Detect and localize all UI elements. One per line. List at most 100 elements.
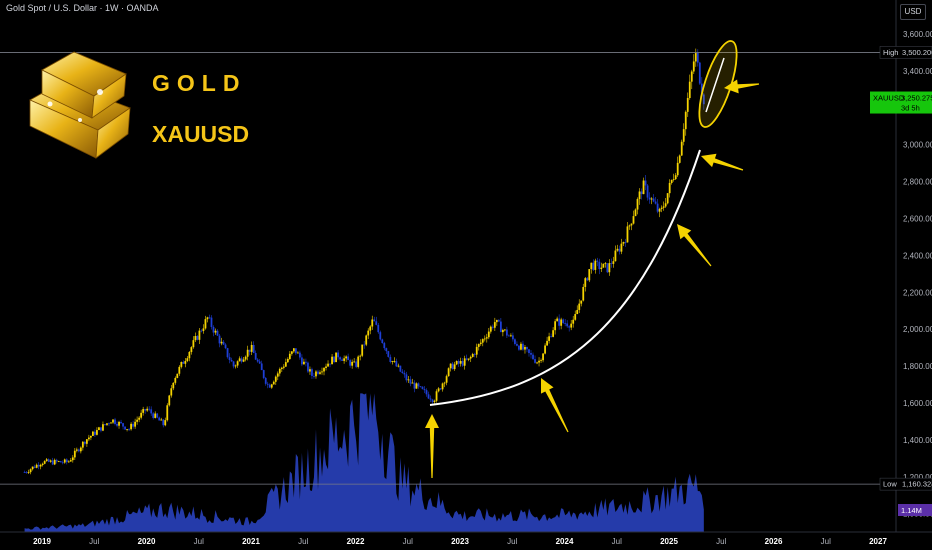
- candle-body: [497, 319, 500, 322]
- candle-body: [77, 449, 80, 452]
- candle-body: [286, 358, 289, 363]
- candle-body: [220, 341, 223, 344]
- candle-body: [154, 413, 157, 418]
- candle-body: [260, 363, 263, 371]
- candle-body: [532, 354, 534, 360]
- candle-body: [41, 463, 44, 465]
- candle-body: [357, 356, 360, 367]
- candle-body: [401, 371, 404, 373]
- candle-body: [337, 352, 339, 358]
- candle-body: [335, 352, 337, 363]
- price-tick-label: 3,000.000: [903, 141, 932, 150]
- price-tick-label: 1,600.000: [903, 399, 932, 408]
- low-tag-bg: [879, 477, 932, 491]
- candle-body: [397, 365, 400, 367]
- candle-body: [413, 382, 416, 389]
- candle-body: [477, 344, 480, 347]
- candle-body: [495, 319, 498, 323]
- price-tick-label: 3,600.000: [903, 30, 932, 39]
- candle-body: [524, 346, 526, 350]
- candle-body: [576, 309, 579, 315]
- candle-body: [341, 359, 344, 361]
- candle-body: [634, 209, 637, 217]
- candle-body: [700, 83, 703, 95]
- time-tick-label: Jul: [403, 537, 413, 546]
- candle-body: [228, 357, 231, 360]
- candle-body: [254, 353, 257, 360]
- candle-body: [558, 318, 561, 326]
- candle-body: [313, 375, 315, 377]
- time-tick-label: 2024: [556, 537, 574, 546]
- price-tick-label: 3,400.000: [903, 67, 932, 76]
- candle-body: [373, 319, 376, 322]
- candle-body: [590, 262, 593, 270]
- candle-body: [674, 175, 677, 180]
- candle-body: [584, 278, 587, 287]
- candle-body: [100, 427, 102, 431]
- candle-body: [284, 362, 287, 367]
- candle-body: [425, 390, 428, 395]
- candle-body: [550, 336, 553, 338]
- candle-body: [654, 201, 657, 204]
- candle-body: [55, 459, 58, 462]
- candle-body: [383, 343, 386, 349]
- candle-body: [505, 329, 508, 336]
- candle-body: [475, 346, 478, 355]
- candle-body: [122, 423, 124, 427]
- candle-body: [367, 330, 370, 336]
- candle-body: [574, 314, 577, 320]
- candle-body: [51, 460, 54, 465]
- candle-body: [437, 388, 440, 392]
- candle-body: [172, 382, 175, 389]
- candle-body: [520, 343, 522, 350]
- candle-body: [451, 363, 454, 370]
- candle-body: [443, 382, 446, 384]
- candle-body: [554, 321, 557, 331]
- current-tag-symbol: XAUUSD: [873, 94, 905, 103]
- candle-body: [252, 344, 255, 354]
- candle-body: [98, 427, 100, 431]
- candle-body: [493, 322, 496, 328]
- candle-body: [180, 361, 183, 367]
- price-axis-bg: [896, 0, 932, 550]
- candle-body: [214, 330, 217, 333]
- current-tag-countdown: 3d 5h: [901, 104, 920, 113]
- candle-body: [142, 409, 145, 413]
- candle-body: [39, 464, 42, 467]
- candle-body: [431, 399, 434, 402]
- arrow-2025-mid: [677, 224, 712, 267]
- candle-body: [381, 339, 384, 344]
- sparkle-icon: [97, 89, 103, 95]
- candle-body: [702, 94, 705, 105]
- price-tick-label: 2,200.000: [903, 288, 932, 297]
- candle-body: [294, 348, 297, 354]
- candle-body: [45, 459, 48, 462]
- time-tick-label: 2025: [660, 537, 678, 546]
- volume-area: [24, 393, 704, 532]
- candle-body: [148, 408, 151, 410]
- candle-body: [642, 180, 645, 195]
- candle-body: [315, 371, 317, 377]
- arrow-up-bottom: [425, 414, 439, 478]
- candle-body: [548, 336, 550, 341]
- candle-body: [166, 405, 169, 421]
- breakout-line: [705, 57, 725, 113]
- candle-body: [369, 326, 372, 331]
- currency-button[interactable]: USD: [900, 4, 926, 20]
- candle-body: [608, 263, 611, 273]
- candle-body: [379, 332, 382, 340]
- candle-body: [560, 319, 563, 326]
- sparkle-icon: [78, 118, 82, 122]
- candle-body: [178, 366, 181, 374]
- candle-body: [96, 430, 98, 435]
- candle-body: [128, 429, 130, 430]
- candle-body: [664, 203, 667, 207]
- high-tag-bg: [879, 46, 932, 59]
- candle-body: [632, 216, 635, 224]
- candle-body: [329, 363, 331, 365]
- candle-body: [311, 369, 313, 376]
- candle-body: [112, 419, 114, 423]
- candle-body: [150, 409, 153, 414]
- candle-body: [192, 340, 195, 348]
